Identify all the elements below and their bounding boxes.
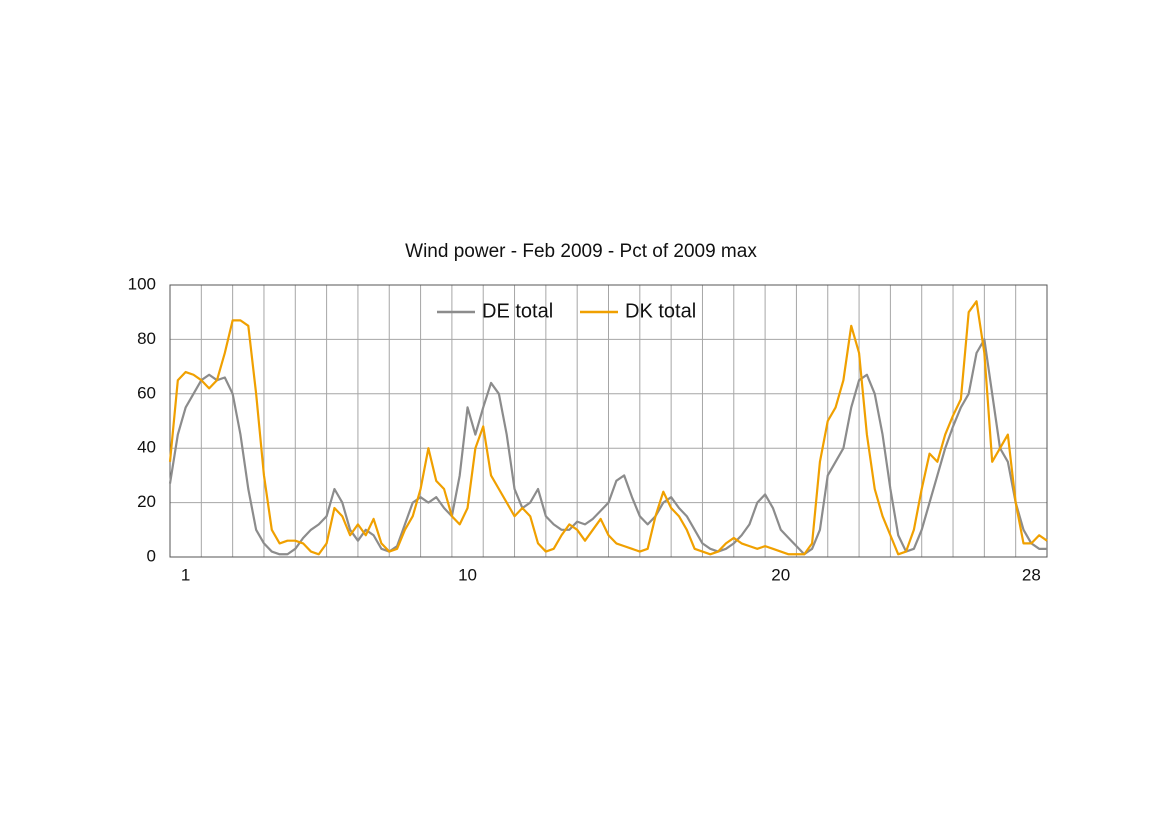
- y-tick-label: 40: [137, 438, 156, 457]
- plot-border: [169, 284, 1048, 558]
- y-tick-label: 80: [137, 329, 156, 348]
- y-tick-label: 100: [128, 274, 156, 293]
- series-line: [168, 338, 1047, 556]
- x-tick-label: 10: [458, 565, 477, 584]
- y-tick-label: 20: [137, 492, 156, 511]
- y-tick-label: 0: [147, 546, 156, 565]
- legend-label: DE total: [482, 300, 553, 322]
- series-line: [168, 300, 1048, 556]
- chart-title: Wind power - Feb 2009 - Pct of 2009 max: [405, 241, 757, 262]
- x-tick-label: 20: [771, 565, 790, 584]
- legend-label: DK total: [625, 300, 696, 322]
- x-tick-label: 28: [1022, 565, 1041, 584]
- x-tick-label: 1: [181, 565, 190, 584]
- y-tick-label: 60: [137, 383, 156, 402]
